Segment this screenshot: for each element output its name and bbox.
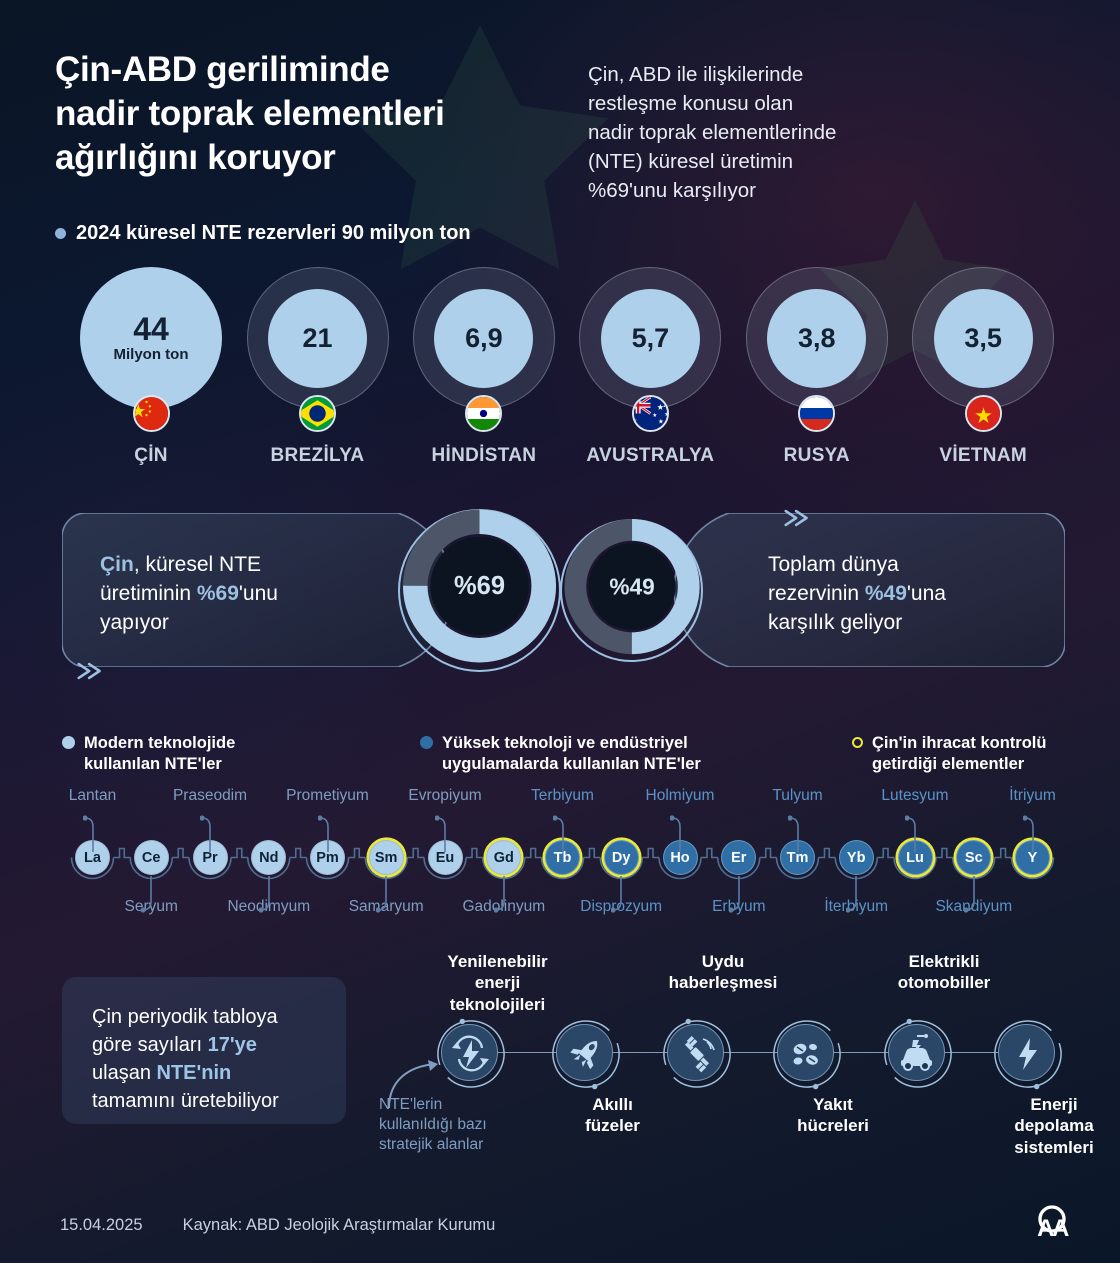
- svg-text:AA: AA: [1037, 1215, 1069, 1242]
